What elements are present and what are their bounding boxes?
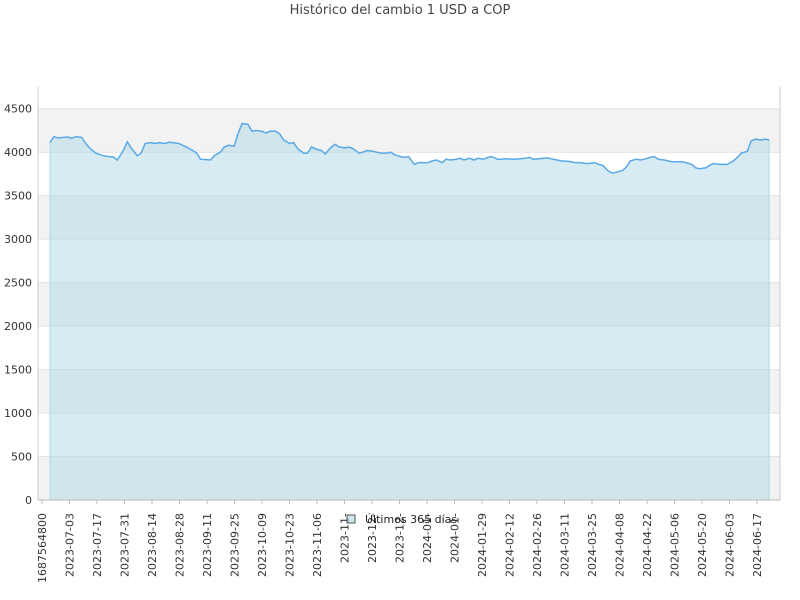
y-tick-label: 4000 xyxy=(4,146,32,159)
y-tick-label: 2500 xyxy=(4,277,32,290)
x-tick-label: 2024-05-06 xyxy=(669,513,682,577)
x-tick-label: 2024-01- xyxy=(421,513,434,563)
legend[interactable]: Últimos 365 días xyxy=(346,513,457,526)
x-tick-label: 2023-12- xyxy=(366,513,379,563)
chart-title: Histórico del cambio 1 USD a COP xyxy=(289,3,511,18)
x-tick-label: 2024-03-11 xyxy=(559,513,572,577)
x-axis-ticks: 1687564800 2023-07-03 2023-07-17 2023-07-31… xyxy=(36,500,764,583)
y-tick-label: 3000 xyxy=(4,233,32,246)
y-tick-label: 0 xyxy=(25,494,32,507)
x-tick-label: 2024-04-22 xyxy=(641,513,654,577)
x-tick-label: 2023-09-25 xyxy=(229,513,242,577)
x-tick-label: 2023-07-03 xyxy=(64,513,77,577)
x-tick-label: 2024-04-08 xyxy=(614,513,627,577)
series-line xyxy=(49,122,770,174)
x-tick-label: 2024-01-29 xyxy=(476,513,489,577)
x-tick-label: 2023-11-06 xyxy=(311,513,324,577)
x-tick-label: 2023-10-23 xyxy=(284,513,297,577)
x-tick-label: 2024-03-25 xyxy=(586,513,599,577)
x-tick-label: 2023-12- xyxy=(394,513,407,563)
x-tick-label: 2023-11- xyxy=(339,513,352,563)
y-tick-label: 3500 xyxy=(4,190,32,203)
legend-swatch[interactable] xyxy=(346,514,356,524)
x-tick-label: 2023-07-31 xyxy=(119,513,132,577)
y-axis-ticks: 0 500 1000 1500 2000 2500 3000 3500 4000 4500 xyxy=(4,103,32,507)
x-tick-label: 2024-01- xyxy=(449,513,462,563)
legend-label[interactable]: Últimos 365 días xyxy=(365,513,457,526)
x-tick-label: 2023-10-09 xyxy=(256,513,269,577)
x-tick-label: 2023-08-14 xyxy=(146,513,159,577)
x-tick-label: 2024-06-17 xyxy=(751,513,764,577)
x-tick-label: 2024-06-03 xyxy=(724,513,737,577)
y-tick-label: 1000 xyxy=(4,407,32,420)
x-tick-label: 2023-09-11 xyxy=(201,513,214,577)
x-tick-label: 2024-02-26 xyxy=(531,513,544,577)
x-tick-label: 2023-07-17 xyxy=(91,513,104,577)
y-tick-label: 500 xyxy=(11,451,32,464)
x-tick-label: 2024-02-12 xyxy=(504,513,517,577)
series-area xyxy=(49,122,770,501)
y-tick-label: 2000 xyxy=(4,320,32,333)
y-tick-label: 4500 xyxy=(4,103,32,116)
x-tick-label: 2023-08-28 xyxy=(174,513,187,577)
y-tick-label: 1500 xyxy=(4,364,32,377)
x-tick-label: 1687564800 xyxy=(36,513,49,583)
x-tick-label: 2024-05-20 xyxy=(696,513,709,577)
